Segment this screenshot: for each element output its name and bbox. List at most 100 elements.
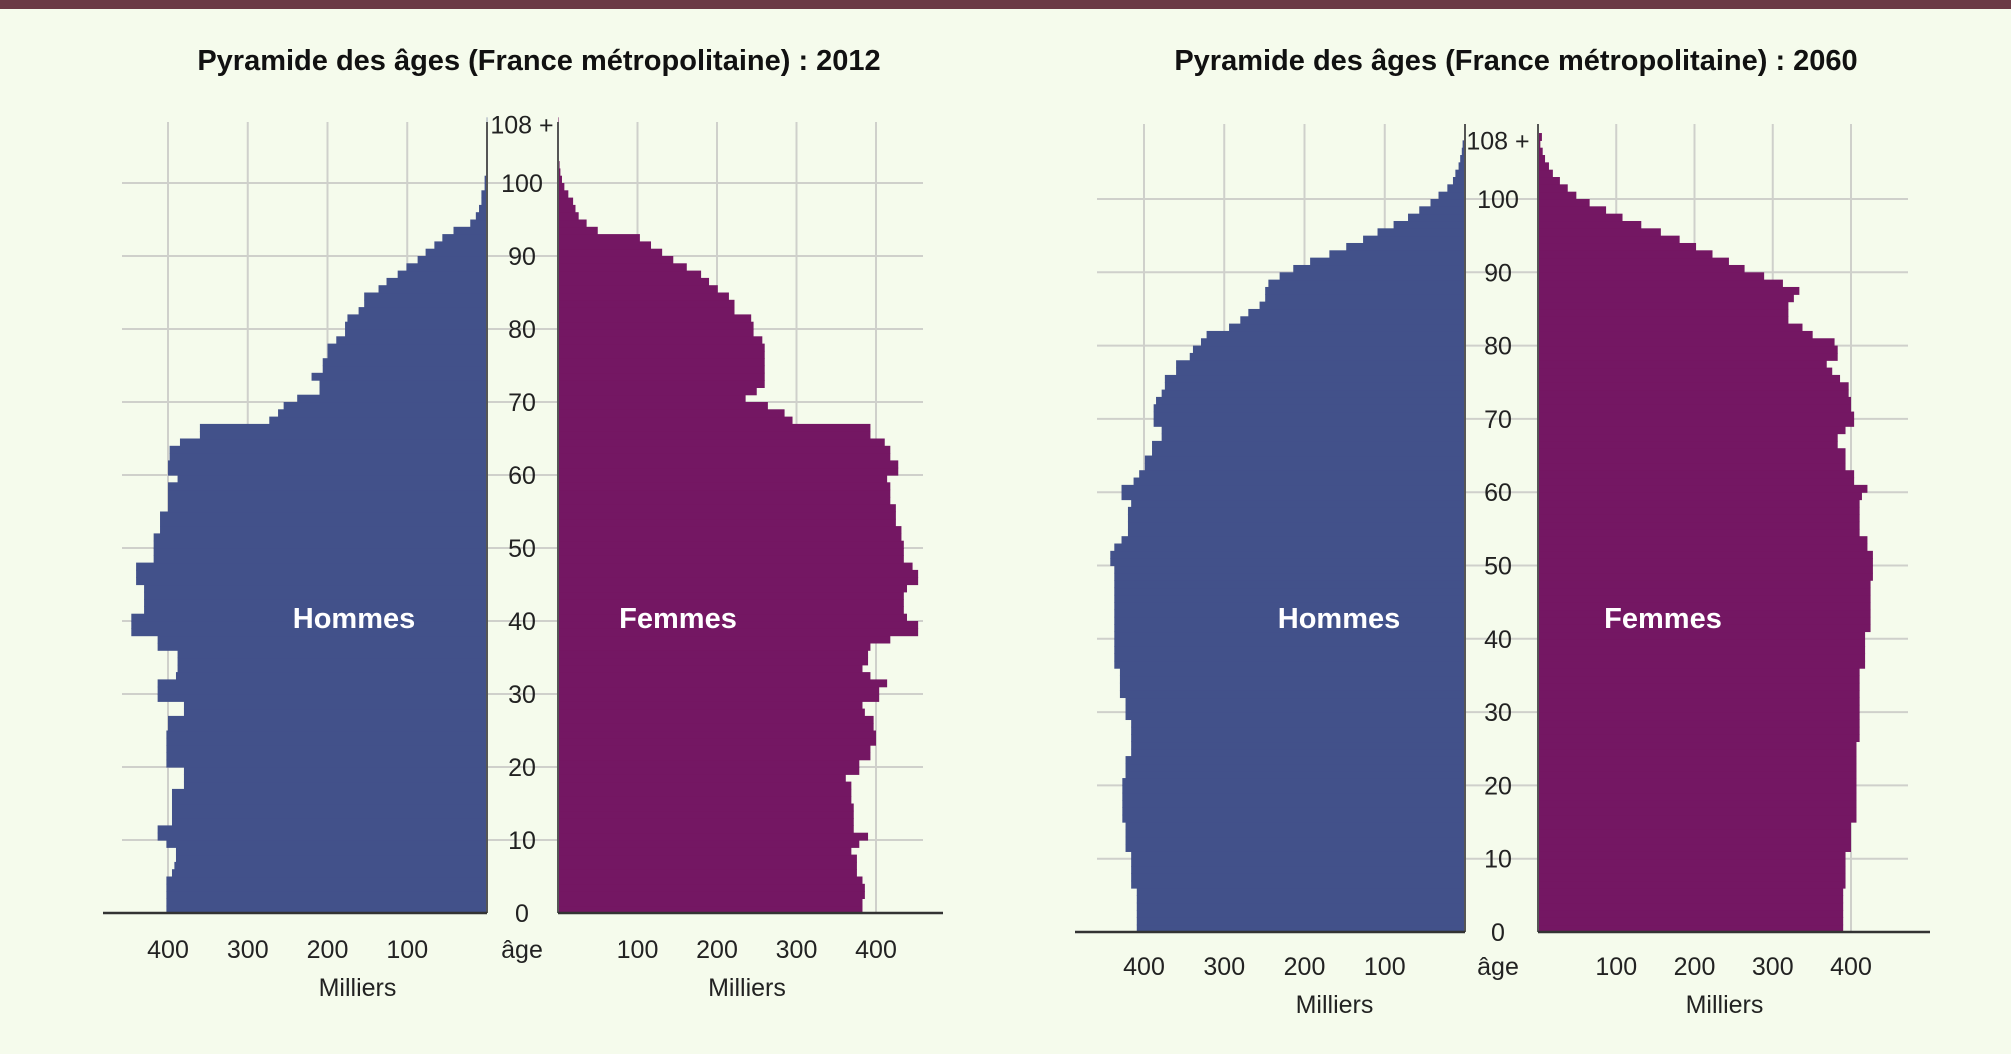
bar-hommes-age-67	[1161, 433, 1465, 442]
bar-hommes-age-15	[1122, 814, 1465, 823]
bar-hommes-age-30	[1125, 704, 1465, 713]
bar-femmes-age-47	[1538, 580, 1871, 589]
bar-hommes-age-73	[311, 372, 487, 381]
bar-femmes-age-22	[558, 745, 871, 753]
unit-label-left: Milliers	[1296, 991, 1374, 1019]
bar-femmes-age-71	[558, 387, 757, 396]
bar-hommes-age-104	[1458, 162, 1465, 171]
bar-femmes-age-60	[558, 467, 899, 476]
bar-hommes-age-80	[345, 321, 487, 330]
chart-title: Pyramide des âges (France métropolitaine…	[197, 45, 880, 77]
bar-femmes-age-83	[558, 299, 735, 308]
bar-femmes-age-90	[558, 248, 663, 257]
bar-femmes-age-56	[1538, 514, 1860, 523]
bar-femmes-age-70	[558, 394, 746, 403]
bar-femmes-age-91	[558, 241, 652, 250]
bar-femmes-age-97	[558, 197, 574, 206]
age-tick-label: 100	[501, 170, 543, 198]
bar-hommes-age-15	[171, 796, 488, 805]
bar-femmes-age-73	[1538, 389, 1849, 398]
bar-femmes-age-4	[558, 876, 863, 885]
bar-femmes-age-69	[1538, 418, 1855, 427]
bar-femmes-age-27	[558, 708, 865, 717]
bar-femmes-age-66	[558, 423, 871, 432]
bar-femmes-age-54	[1538, 528, 1860, 537]
bar-hommes-age-5	[1136, 888, 1465, 896]
bar-hommes-age-28	[183, 701, 487, 710]
bar-hommes-age-56	[1127, 514, 1465, 523]
bar-hommes-age-94	[470, 219, 487, 228]
bar-femmes-age-5	[1538, 888, 1844, 896]
value-tick-label-right: 400	[855, 936, 897, 964]
bar-femmes-age-12	[1538, 836, 1851, 845]
bar-hommes-age-56	[168, 496, 487, 505]
bar-femmes-age-14	[558, 803, 854, 812]
bar-femmes-age-21	[1538, 770, 1857, 779]
value-tick-label-right: 400	[1830, 953, 1872, 981]
bar-femmes-age-16	[558, 788, 852, 797]
bar-hommes-age-42	[1114, 616, 1465, 625]
bar-femmes-age-76	[558, 350, 765, 359]
bar-hommes-age-28	[1131, 719, 1465, 728]
bar-femmes-age-41	[558, 606, 904, 615]
bar-femmes-age-59	[558, 475, 888, 483]
bar-hommes-age-17	[1122, 800, 1465, 808]
bar-femmes-age-83	[1538, 316, 1789, 325]
bar-hommes-age-60	[168, 467, 487, 476]
bar-femmes-age-10	[1538, 851, 1846, 860]
bar-hommes-age-85	[1259, 301, 1465, 310]
bar-femmes-age-72	[1538, 396, 1851, 405]
bar-hommes-age-77	[1176, 360, 1465, 369]
bar-hommes-age-36	[1114, 660, 1465, 669]
bar-femmes-age-29	[1538, 712, 1860, 721]
bar-femmes-age-4	[1538, 895, 1844, 904]
bar-femmes-age-30	[1538, 704, 1860, 713]
bar-femmes-age-101	[1538, 184, 1568, 193]
bar-femmes-age-8	[1538, 866, 1846, 874]
bar-femmes-age-100	[1538, 191, 1577, 200]
bar-femmes-age-17	[558, 781, 852, 790]
bar-femmes-age-58	[1538, 499, 1860, 508]
bar-femmes-age-80	[1538, 338, 1835, 347]
age-tick-label: 20	[1484, 772, 1512, 800]
top-banner-bar	[0, 0, 2011, 9]
age-tick-label: 10	[1484, 846, 1512, 874]
bar-hommes-age-2	[1136, 910, 1465, 918]
bar-femmes-age-89	[558, 256, 674, 264]
unit-label-right: Milliers	[1686, 991, 1764, 1019]
bar-hommes-age-77	[327, 343, 487, 352]
bar-femmes-age-51	[558, 533, 902, 542]
bar-hommes-age-74	[1164, 382, 1465, 391]
bar-hommes-age-91	[434, 241, 487, 250]
bar-hommes-age-85	[378, 285, 487, 294]
bar-hommes-age-78	[1189, 352, 1465, 361]
bar-hommes-age-84	[1248, 308, 1465, 317]
bar-femmes-age-94	[558, 219, 587, 228]
bar-femmes-age-79	[1538, 345, 1838, 354]
bar-hommes-age-54	[160, 511, 487, 520]
value-tick-label-left: 300	[227, 936, 269, 964]
bar-hommes-age-75	[322, 358, 487, 367]
bar-femmes-age-68	[1538, 426, 1846, 435]
bar-femmes-age-23	[558, 737, 876, 746]
bar-hommes-age-2	[166, 891, 487, 899]
bar-hommes-age-97	[1408, 213, 1465, 222]
bar-femmes-age-52	[1538, 543, 1868, 552]
bar-femmes-age-62	[1538, 470, 1855, 479]
bar-femmes-age-39	[1538, 638, 1866, 647]
chart-title: Pyramide des âges (France métropolitaine…	[1174, 45, 1857, 77]
bar-hommes-age-0	[1136, 924, 1465, 933]
bar-femmes-age-33	[558, 664, 863, 673]
bar-femmes-age-106	[1538, 147, 1543, 156]
age-tick-label: 70	[1484, 406, 1512, 434]
bar-hommes-age-65	[199, 431, 487, 440]
bar-femmes-age-11	[1538, 844, 1851, 852]
bar-hommes-age-99	[484, 183, 487, 191]
bar-hommes-age-78	[336, 336, 487, 345]
bar-hommes-age-58	[168, 482, 487, 491]
bar-femmes-age-48	[1538, 572, 1873, 581]
bar-hommes-age-1	[166, 898, 487, 907]
bar-hommes-age-22	[166, 745, 487, 753]
bar-femmes-age-6	[558, 861, 857, 870]
bar-hommes-age-51	[153, 533, 487, 542]
